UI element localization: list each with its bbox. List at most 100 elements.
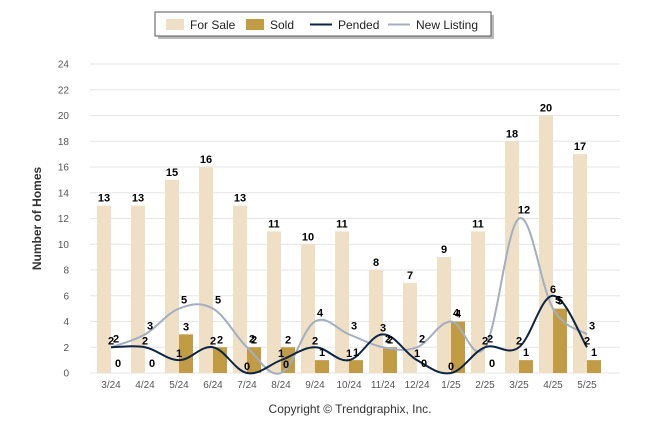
label-sold: 3 <box>183 321 189 333</box>
x-tick-label: 7/24 <box>237 380 257 391</box>
x-axis-ticks: 3/24 4/24 5/24 6/24 7/24 8/24 9/24 10/24 11/24 12… <box>101 380 597 391</box>
legend-label: New Listing <box>416 18 478 32</box>
y-tick-label: 8 <box>63 266 69 277</box>
bar-sold <box>281 347 295 373</box>
label-for-sale: 8 <box>373 257 379 269</box>
label-sold: 4 <box>455 309 462 321</box>
x-tick-label: 2/25 <box>475 380 495 391</box>
label-sold: 2 <box>387 334 393 346</box>
y-tick-label: 2 <box>63 343 69 354</box>
label-pended: 3 <box>380 322 386 334</box>
bar-for-sale <box>267 231 281 373</box>
x-tick-label: 9/24 <box>305 380 325 391</box>
label-pended: 1 <box>414 348 420 360</box>
y-tick-label: 16 <box>58 163 70 174</box>
label-for-sale: 16 <box>200 154 212 166</box>
label-new-listing: 5 <box>215 295 221 307</box>
label-new-listing: 4 <box>317 308 324 320</box>
x-tick-label: 4/24 <box>135 380 155 391</box>
copyright-text: Copyright © Trendgraphix, Inc. <box>269 402 432 416</box>
legend-label: Sold <box>270 18 294 32</box>
y-tick-label: 6 <box>63 291 69 302</box>
label-sold: 1 <box>591 347 597 359</box>
y-tick-label: 4 <box>63 317 69 328</box>
x-tick-label: 1/25 <box>441 380 461 391</box>
label-sold: 1 <box>319 347 325 359</box>
label-sold: 2 <box>251 334 257 346</box>
bar-for-sale <box>437 257 451 373</box>
label-for-sale: 11 <box>336 218 348 230</box>
label-pended: 2 <box>210 335 216 347</box>
label-new-listing: 12 <box>518 205 530 217</box>
label-new-listing: 4 <box>453 308 460 320</box>
bar-for-sale <box>573 154 587 373</box>
legend-label: For Sale <box>190 18 236 32</box>
label-pended: 1 <box>346 348 352 360</box>
bar-sold <box>315 360 329 373</box>
y-tick-label: 18 <box>58 137 70 148</box>
label-sold: 0 <box>421 358 427 370</box>
bar-sold <box>247 347 261 373</box>
label-new-listing: 2 <box>487 333 493 345</box>
x-tick-label: 3/25 <box>509 380 529 391</box>
x-tick-label: 5/25 <box>577 380 597 391</box>
bar-for-sale <box>131 205 145 373</box>
bar-sold <box>519 360 533 373</box>
y-tick-label: 14 <box>58 188 70 199</box>
legend-swatch <box>166 19 184 30</box>
label-for-sale: 13 <box>98 193 110 205</box>
bar-sold <box>349 360 363 373</box>
label-new-listing: 2 <box>113 333 119 345</box>
label-sold: 1 <box>353 347 359 359</box>
bar-for-sale <box>199 167 213 373</box>
legend-swatch <box>246 19 264 30</box>
label-new-listing: 3 <box>589 320 595 332</box>
line-pended <box>110 294 588 375</box>
y-tick-label: 20 <box>58 111 70 122</box>
label-pended: 2 <box>108 335 114 347</box>
bar-for-sale <box>335 231 349 373</box>
label-pended: 1 <box>278 348 284 360</box>
label-pended: 2 <box>482 335 488 347</box>
x-tick-label: 12/24 <box>404 380 429 391</box>
y-tick-label: 22 <box>58 85 70 96</box>
label-for-sale: 11 <box>472 218 484 230</box>
bar-for-sale <box>165 179 179 373</box>
bar-sold <box>383 347 397 373</box>
label-for-sale: 7 <box>407 270 413 282</box>
label-sold: 5 <box>557 296 563 308</box>
bar-for-sale <box>301 244 315 373</box>
bar-for-sale <box>505 141 519 373</box>
label-for-sale: 15 <box>166 167 178 179</box>
label-sold: 2 <box>217 334 223 346</box>
label-pended: 2 <box>312 335 318 347</box>
label-new-listing: 5 <box>181 295 187 307</box>
label-new-listing: 2 <box>419 333 425 345</box>
label-sold: 2 <box>285 334 291 346</box>
bar-sold <box>553 308 567 373</box>
label-for-sale: 11 <box>268 218 280 230</box>
bar-for-sale <box>471 231 485 373</box>
label-for-sale: 10 <box>302 231 314 243</box>
x-tick-label: 11/24 <box>371 380 396 391</box>
bar-sold <box>587 360 601 373</box>
x-tick-label: 6/24 <box>203 380 223 391</box>
x-tick-label: 10/24 <box>336 380 361 391</box>
bar-sold <box>451 321 465 373</box>
y-tick-label: 10 <box>58 240 70 251</box>
x-tick-label: 4/25 <box>543 380 563 391</box>
label-sold: 0 <box>115 358 121 370</box>
label-sold: 0 <box>149 358 155 370</box>
legend: For Sale Sold Pended New Listing <box>154 11 494 39</box>
bar-for-sale <box>539 115 553 373</box>
label-pended: 1 <box>176 348 182 360</box>
x-tick-label: 5/24 <box>169 380 189 391</box>
label-new-listing: 5 <box>555 295 561 307</box>
bars <box>97 115 601 373</box>
line-new-listing <box>110 217 588 375</box>
label-new-listing: 0 <box>283 359 289 371</box>
label-pended: 2 <box>516 335 522 347</box>
y-tick-label: 24 <box>58 60 70 71</box>
